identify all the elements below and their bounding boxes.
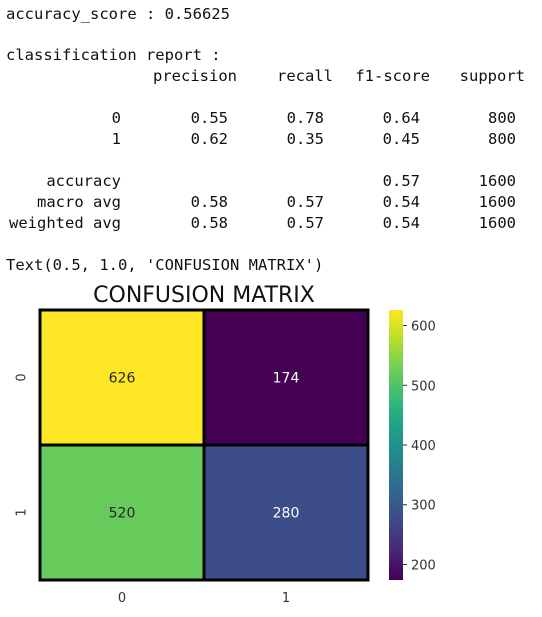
report-row-label: weighted avg [9,214,121,232]
report-row-label: macro avg [37,193,121,211]
report-row-label: accuracy [46,172,121,190]
cell-annotation: 280 [273,506,300,522]
report-cell: 0.62 [191,130,228,148]
cell-annotation: 174 [273,371,300,387]
report-cell: 0.58 [191,193,228,211]
report-cell: 0.45 [383,130,420,148]
heatmap-cell [38,443,206,582]
heatmap-cell [38,308,206,447]
report-cell: 0.54 [383,193,420,211]
report-header: precision [153,67,237,85]
report-cell: 0.57 [287,214,324,232]
report-cell: 1600 [479,193,516,211]
heatmap-cell [202,308,370,447]
heatmap-frame [38,308,370,582]
report-cell: 0.55 [191,109,228,127]
x-tick-label: 0 [118,591,126,606]
chart-title: CONFUSION MATRIX [93,283,315,308]
report-cell: 0.54 [383,214,420,232]
cell-annotation: 626 [109,371,136,387]
cell-annotation: 520 [109,506,136,522]
report-header: recall [277,67,333,85]
colorbar-tick-label: 200 [411,558,436,573]
report-cell: 0.57 [383,172,420,190]
report-header: f1-score [355,67,430,85]
report-row-label: 0 [112,109,121,127]
report-cell: 800 [488,109,516,127]
accuracy-line: accuracy_score : 0.56625 [6,5,230,23]
x-tick-label: 1 [282,591,290,606]
colorbar-tick-label: 300 [411,499,436,514]
text-repr: Text(0.5, 1.0, 'CONFUSION MATRIX') [6,256,323,274]
report-cell: 0.78 [287,109,324,127]
report-cell: 1600 [479,214,516,232]
report-cell: 1600 [479,172,516,190]
report-cell: 0.58 [191,214,228,232]
y-tick-label: 0 [15,373,30,381]
report-cell: 0.35 [287,130,324,148]
colorbar-tick-label: 500 [411,379,436,394]
y-tick-label: 1 [15,508,30,516]
report-header: support [460,67,525,85]
colorbar [389,310,403,580]
colorbar-tick-label: 600 [411,320,436,335]
report-cell: 800 [488,130,516,148]
report-cell: 0.57 [287,193,324,211]
report-row-label: 1 [112,130,121,148]
report-cell: 0.64 [383,109,420,127]
colorbar-tick-label: 400 [411,439,436,454]
report-title: classification report : [6,46,221,64]
